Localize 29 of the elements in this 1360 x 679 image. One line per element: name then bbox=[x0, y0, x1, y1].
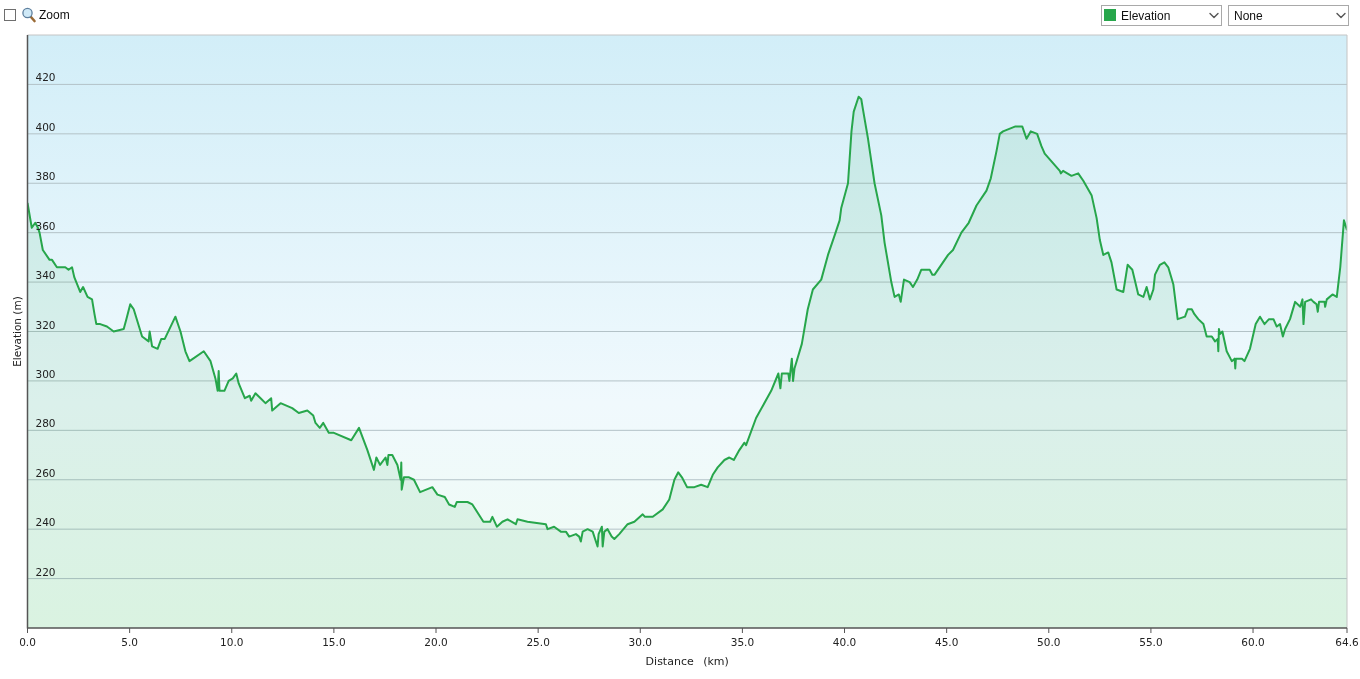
y-tick-label: 380 bbox=[35, 170, 56, 183]
text: None bbox=[1234, 8, 1264, 23]
x-tick-label: 5.0 bbox=[121, 636, 138, 648]
y-tick-label: 320 bbox=[35, 318, 56, 331]
x-tick-label: 35.0 bbox=[730, 636, 755, 648]
legend-label: Elevation bbox=[1121, 8, 1171, 23]
x-tick-label: 64.6 bbox=[1335, 636, 1359, 648]
y-tick-label: 340 bbox=[35, 269, 56, 282]
x-tick-label: 40.0 bbox=[832, 636, 857, 648]
y-tick-label: 420 bbox=[35, 71, 56, 84]
x-tick-label: 45.0 bbox=[934, 636, 959, 648]
x-tick-label: 25.0 bbox=[526, 636, 550, 648]
y-axis-title: Elevation (m) bbox=[11, 296, 23, 367]
x-tick-label: 20.0 bbox=[424, 636, 448, 648]
x-tick-label: 60.0 bbox=[1241, 636, 1265, 648]
x-axis-title: Distance (km) bbox=[645, 654, 729, 668]
y-tick-label: 400 bbox=[35, 120, 56, 133]
x-tick-label: 10.0 bbox=[220, 636, 244, 648]
x-tick-label: 0.0 bbox=[19, 636, 36, 648]
x-tick-label: 30.0 bbox=[628, 636, 652, 648]
y-tick-label: 280 bbox=[35, 417, 56, 430]
y-tick-label: 300 bbox=[35, 367, 56, 380]
x-tick-label: 50.0 bbox=[1037, 636, 1061, 648]
y-tick-label: 240 bbox=[35, 516, 56, 529]
text: Zoom bbox=[39, 8, 70, 22]
x-tick-label: 15.0 bbox=[322, 636, 346, 648]
y-tick-label: 220 bbox=[35, 565, 56, 578]
y-tick-label: 260 bbox=[35, 466, 56, 479]
x-tick-label: 55.0 bbox=[1139, 636, 1163, 648]
